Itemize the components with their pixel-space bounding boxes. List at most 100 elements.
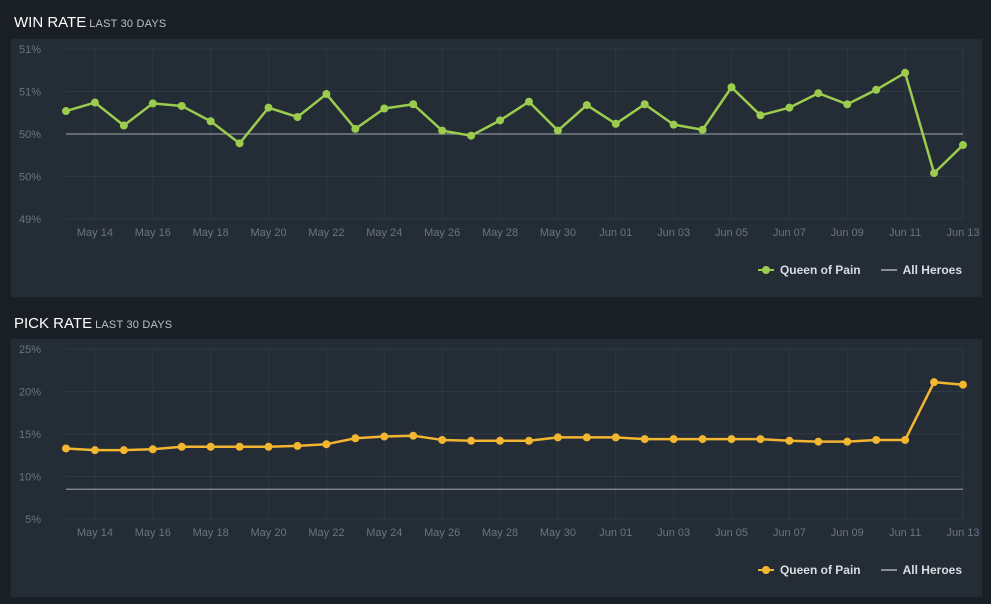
pick-rate-data-point bbox=[756, 435, 765, 444]
pick-rate-y-tick-label: 20% bbox=[19, 387, 41, 399]
win-rate-x-tick-label: May 30 bbox=[540, 227, 576, 239]
pick-rate-data-point bbox=[872, 435, 881, 444]
pick-rate-data-point bbox=[727, 435, 736, 444]
pick-rate-data-point bbox=[351, 434, 360, 443]
pick-rate-data-point bbox=[524, 436, 533, 445]
win-rate-subtitle: LAST 30 DAYS bbox=[89, 18, 167, 30]
win-rate-title-text: WIN RATE bbox=[14, 14, 87, 31]
pick-rate-x-tick-label: May 30 bbox=[540, 527, 576, 539]
pick-rate-data-point bbox=[409, 431, 418, 440]
win-rate-data-point bbox=[62, 107, 70, 116]
win-rate-data-point bbox=[611, 119, 620, 128]
pick-rate-data-point bbox=[264, 442, 273, 451]
pick-rate-data-point bbox=[438, 435, 447, 444]
win-rate-y-tick-label: 51% bbox=[19, 44, 41, 56]
pick-rate-data-point bbox=[148, 445, 157, 454]
win-rate-data-point bbox=[843, 100, 852, 109]
win-rate-data-point bbox=[90, 98, 99, 107]
pick-rate-data-point bbox=[293, 441, 302, 450]
win-rate-x-tick-label: May 14 bbox=[77, 227, 113, 239]
win-rate-data-point bbox=[322, 90, 331, 99]
win-rate-data-point bbox=[351, 124, 360, 133]
pick-rate-data-point bbox=[785, 436, 794, 445]
win-rate-data-point bbox=[524, 97, 533, 106]
win-rate-data-point bbox=[756, 111, 765, 120]
win-rate-data-point bbox=[640, 100, 649, 109]
win-rate-data-point bbox=[698, 125, 707, 134]
pick-rate-data-point bbox=[62, 444, 70, 453]
legend-all-heroes[interactable]: All Heroes bbox=[880, 563, 962, 577]
pick-rate-data-point bbox=[496, 436, 505, 445]
win-rate-chart: 49% 50% 50% 51% 51% May 14 May 16 May 18 May 20 M… bbox=[19, 44, 980, 239]
pick-rate-x-tick-label: Jun 13 bbox=[946, 527, 979, 539]
pick-rate-x-tick-label: May 26 bbox=[424, 527, 460, 539]
legend-orange-marker-icon bbox=[757, 566, 774, 574]
pick-rate-data-point bbox=[235, 442, 244, 451]
pick-rate-gridlines bbox=[66, 348, 964, 520]
pick-rate-x-tick-label: Jun 05 bbox=[715, 527, 748, 539]
legend-queen-of-pain[interactable]: Queen of Pain bbox=[757, 563, 861, 577]
pick-rate-data-point bbox=[380, 432, 389, 441]
win-rate-data-point bbox=[727, 83, 736, 92]
pick-rate-x-tick-label: May 16 bbox=[135, 527, 171, 539]
pick-rate-x-tick-label: May 18 bbox=[193, 527, 229, 539]
pick-rate-y-tick-label: 10% bbox=[19, 472, 41, 484]
legend-baseline-marker-icon bbox=[880, 269, 897, 271]
legend-baseline-marker-icon bbox=[880, 569, 897, 571]
legend-queen-of-pain[interactable]: Queen of Pain bbox=[757, 263, 861, 277]
win-rate-data-point bbox=[438, 126, 447, 135]
legend-all-heroes[interactable]: All Heroes bbox=[880, 263, 962, 277]
win-rate-data-point bbox=[669, 120, 678, 129]
win-rate-x-tick-label: May 22 bbox=[308, 227, 344, 239]
pick-rate-data-point bbox=[177, 442, 186, 451]
win-rate-x-tick-label: Jun 07 bbox=[773, 227, 806, 239]
pick-rate-data-point bbox=[119, 446, 128, 455]
pick-rate-data-point bbox=[90, 446, 99, 455]
pick-rate-data-point bbox=[901, 435, 910, 444]
legend-series-label: Queen of Pain bbox=[779, 563, 861, 577]
win-rate-legend: Queen of Pain All Heroes bbox=[757, 263, 962, 277]
win-rate-y-tick-label: 50% bbox=[19, 172, 41, 184]
pick-rate-data-point bbox=[206, 442, 215, 451]
pick-rate-title-text: PICK RATE bbox=[14, 315, 93, 332]
pick-rate-data-point bbox=[582, 433, 591, 442]
win-rate-data-point bbox=[206, 117, 215, 126]
win-rate-x-tick-label: May 20 bbox=[251, 227, 287, 239]
pick-rate-x-tick-label: May 20 bbox=[251, 527, 287, 539]
win-rate-data-point bbox=[814, 89, 823, 98]
win-rate-x-tick-label: Jun 13 bbox=[946, 227, 979, 239]
win-rate-x-tick-label: May 18 bbox=[193, 227, 229, 239]
pick-rate-x-tick-label: Jun 07 bbox=[773, 527, 806, 539]
win-rate-title: WIN RATE LAST 30 DAYS bbox=[14, 14, 166, 31]
pick-rate-y-tick-label: 5% bbox=[25, 514, 41, 526]
win-rate-y-tick-label: 50% bbox=[19, 129, 41, 141]
win-rate-data-point bbox=[959, 141, 967, 150]
pick-rate-legend: Queen of Pain All Heroes bbox=[757, 563, 962, 577]
pick-rate-data-point bbox=[669, 435, 678, 444]
pick-rate-chart: 5% 10% 15% 20% 25% May 14 May 16 May 18 May 20 Ma… bbox=[19, 344, 980, 539]
win-rate-data-point bbox=[930, 169, 939, 178]
pick-rate-subtitle: LAST 30 DAYS bbox=[95, 319, 173, 331]
pick-rate-x-tick-label: Jun 09 bbox=[831, 527, 864, 539]
win-rate-x-tick-label: May 28 bbox=[482, 227, 518, 239]
win-rate-data-point bbox=[380, 104, 389, 113]
win-rate-data-point bbox=[235, 139, 244, 148]
win-rate-series-line bbox=[65, 71, 964, 175]
legend-series-label: Queen of Pain bbox=[779, 263, 861, 277]
pick-rate-x-tick-label: May 14 bbox=[77, 527, 113, 539]
legend-green-marker-icon bbox=[757, 266, 774, 274]
pick-rate-x-tick-label: May 24 bbox=[366, 527, 402, 539]
win-rate-x-tick-label: Jun 11 bbox=[889, 227, 921, 239]
pick-rate-data-point bbox=[959, 380, 967, 389]
win-rate-x-tick-label: Jun 01 bbox=[599, 227, 632, 239]
win-rate-data-point bbox=[264, 103, 273, 112]
pick-rate-y-tick-label: 15% bbox=[19, 429, 41, 441]
pick-rate-data-point bbox=[553, 433, 562, 442]
pick-rate-chart-panel: 5% 10% 15% 20% 25% May 14 May 16 May 18 May 20 Ma… bbox=[10, 338, 983, 598]
win-rate-data-point bbox=[119, 121, 128, 130]
win-rate-x-tick-label: Jun 03 bbox=[657, 227, 690, 239]
win-rate-chart-panel: 49% 50% 50% 51% 51% May 14 May 16 May 18 May 20 M… bbox=[10, 38, 983, 298]
win-rate-y-tick-label: 49% bbox=[19, 214, 41, 226]
pick-rate-data-point bbox=[814, 437, 823, 446]
pick-rate-x-tick-label: Jun 01 bbox=[599, 527, 632, 539]
